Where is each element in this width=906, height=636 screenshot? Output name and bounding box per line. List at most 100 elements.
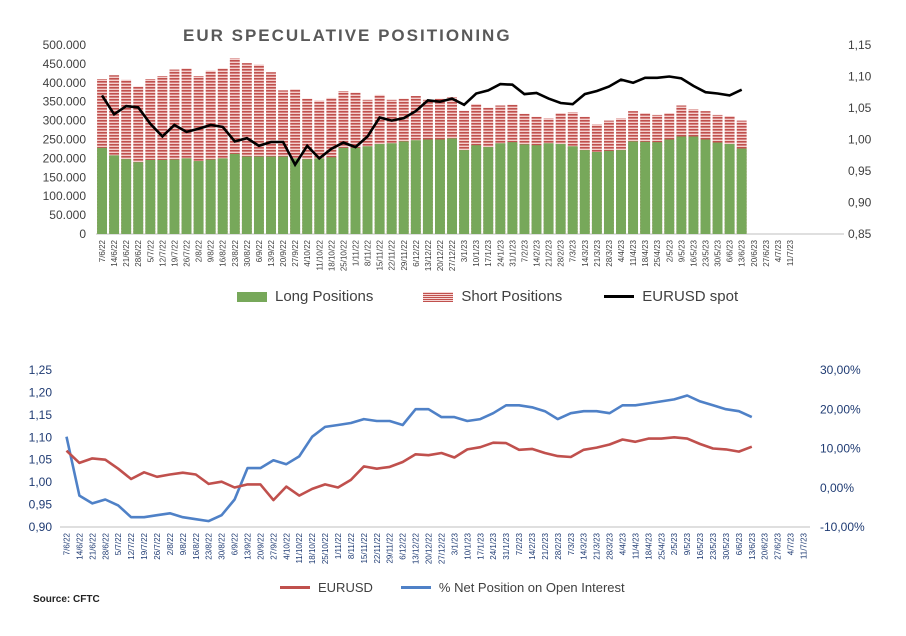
x-tick-label: 9/8/22 <box>179 532 188 555</box>
x-tick-label: 24/1/23 <box>489 532 498 559</box>
x-tick-label: 12/7/22 <box>158 239 167 266</box>
x-tick-label: 7/6/22 <box>98 239 107 262</box>
x-tick-label: 21/3/23 <box>593 239 602 266</box>
x-tick-label: 8/11/22 <box>364 239 373 266</box>
x-tick-label: 13/6/23 <box>738 239 747 266</box>
x-tick-label: 27/9/22 <box>269 532 278 559</box>
long-bar <box>145 159 156 234</box>
right-tick-label: 0,90 <box>848 196 872 210</box>
spot-swatch <box>604 295 635 298</box>
long-bar <box>109 155 120 234</box>
short-bar <box>121 79 132 234</box>
x-tick-label: 13/6/23 <box>748 532 757 559</box>
left-tick-label: 1,05 <box>29 453 53 467</box>
long-bar <box>579 150 590 234</box>
x-tick-label: 20/6/23 <box>761 532 770 559</box>
short-bar <box>157 75 168 234</box>
x-tick-label: 25/4/23 <box>653 239 662 266</box>
x-tick-label: 14/2/23 <box>533 239 542 266</box>
long-bar <box>302 159 313 234</box>
x-tick-label: 11/4/23 <box>629 239 638 266</box>
x-tick-label: 20/9/22 <box>256 532 265 559</box>
right-tick-label: -10,00% <box>820 520 865 534</box>
x-tick-label: 28/2/23 <box>554 532 563 559</box>
short-bar <box>241 63 252 235</box>
long-bar <box>133 162 144 234</box>
x-tick-label: 22/11/22 <box>388 239 397 270</box>
x-tick-label: 6/6/23 <box>735 532 744 555</box>
right-tick-label: 1,15 <box>848 38 872 52</box>
x-tick-label: 21/2/23 <box>545 239 554 266</box>
long-bar <box>205 159 216 234</box>
short-bar <box>193 75 204 234</box>
x-tick-label: 4/4/23 <box>617 239 626 262</box>
x-tick-label: 1/11/22 <box>351 239 360 266</box>
x-tick-label: 25/10/22 <box>321 532 330 564</box>
long-bar <box>229 153 240 234</box>
x-tick-label: 14/3/23 <box>580 532 589 559</box>
x-tick-label: 31/1/23 <box>508 239 517 266</box>
short-swatch <box>423 291 454 302</box>
x-tick-label: 16/5/23 <box>689 239 698 266</box>
long-bar <box>712 142 723 234</box>
x-tick-label: 14/3/23 <box>581 239 590 266</box>
left-tick-label: 0,90 <box>29 520 53 534</box>
left-tick-label: 1,25 <box>29 363 53 377</box>
x-tick-label: 31/1/23 <box>502 532 511 559</box>
long-bar <box>519 144 530 234</box>
x-tick-label: 14/6/22 <box>110 239 119 266</box>
long-bar <box>628 141 639 234</box>
long-bar <box>193 161 204 234</box>
long-bar <box>736 148 747 234</box>
legend-top: Long Positions Short Positions EURUSD sp… <box>237 288 738 305</box>
legend-short: Short Positions <box>461 288 563 305</box>
x-tick-label: 6/12/22 <box>412 239 421 266</box>
x-tick-label: 28/6/22 <box>134 239 143 266</box>
x-tick-label: 30/8/22 <box>218 532 227 559</box>
x-tick-label: 18/4/23 <box>641 239 650 266</box>
x-tick-label: 9/8/22 <box>207 239 216 262</box>
x-tick-label: 27/12/22 <box>448 239 457 271</box>
left-tick-label: 1,15 <box>29 408 53 422</box>
right-tick-label: 30,00% <box>820 363 861 377</box>
long-bar <box>422 139 433 234</box>
chart-title: EUR SPECULATIVE POSITIONING <box>183 26 512 45</box>
x-tick-label: 4/4/23 <box>619 532 628 555</box>
spot-line <box>100 75 743 168</box>
x-tick-label: 3/1/23 <box>450 532 459 555</box>
left-tick-label: 1,20 <box>29 385 53 399</box>
left-tick-label: 50.000 <box>49 208 86 222</box>
long-bar <box>616 150 626 234</box>
x-tick-label: 27/9/22 <box>291 239 300 266</box>
x-tick-label: 11/10/22 <box>295 532 304 563</box>
x-tick-label: 4/10/22 <box>282 532 291 559</box>
long-bar <box>398 141 409 234</box>
long-bar <box>290 158 301 234</box>
left-tick-label: 0 <box>79 227 86 241</box>
long-bar <box>603 150 614 234</box>
long-bar <box>676 136 687 234</box>
x-tick-label: 11/7/23 <box>786 239 795 266</box>
x-tick-label: 2/8/22 <box>166 532 175 555</box>
long-bar <box>555 144 566 234</box>
x-tick-label: 18/4/23 <box>644 532 653 559</box>
x-tick-label: 12/7/22 <box>127 532 136 559</box>
left-tick-label: 0,95 <box>29 498 53 512</box>
x-tick-label: 2/5/23 <box>665 239 674 262</box>
x-tick-label: 28/6/22 <box>101 532 110 559</box>
short-bar <box>266 72 276 234</box>
x-tick-label: 7/2/23 <box>520 239 529 262</box>
long-bar <box>495 143 506 234</box>
right-tick-label: 1,10 <box>848 70 872 84</box>
right-tick-label: 0,85 <box>848 227 872 241</box>
long-bar <box>507 142 518 234</box>
long-bar <box>543 143 554 234</box>
x-tick-label: 10/1/23 <box>463 532 472 559</box>
left-tick-label: 450.000 <box>43 57 87 71</box>
x-tick-label: 3/1/23 <box>460 239 469 262</box>
right-tick-label: 10,00% <box>820 442 861 456</box>
long-bar <box>652 142 663 234</box>
x-tick-label: 30/8/22 <box>243 239 252 266</box>
x-tick-label: 7/2/23 <box>515 532 524 555</box>
x-tick-label: 25/10/22 <box>339 239 348 271</box>
